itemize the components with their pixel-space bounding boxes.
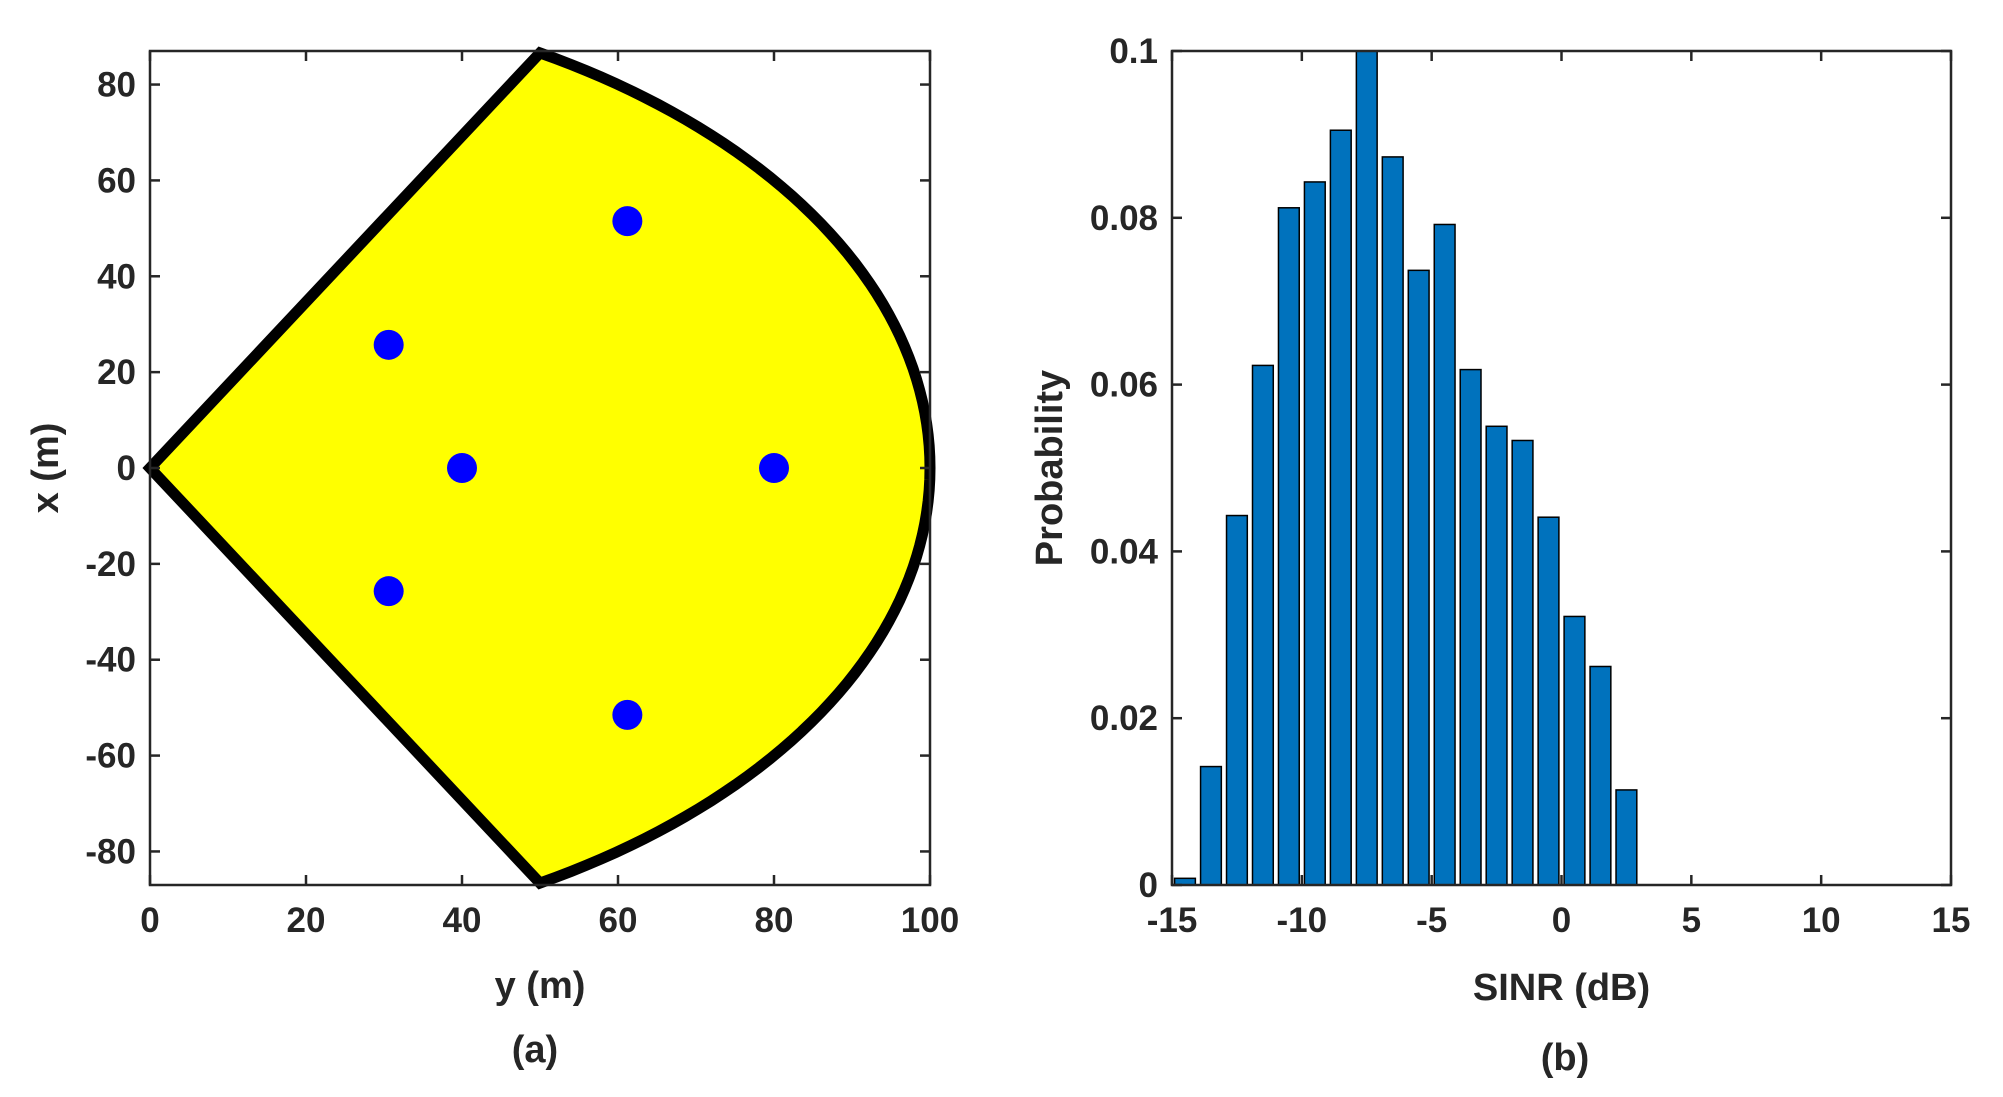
panel-b-x-axis-label: SINR (dB) bbox=[1473, 967, 1650, 1009]
histogram-bar-15 bbox=[1537, 516, 1560, 886]
histogram-bar-4 bbox=[1251, 364, 1275, 886]
y-tick-label: 80 bbox=[97, 66, 136, 105]
histogram-bar-5 bbox=[1277, 207, 1300, 886]
x-tick-label: 0 bbox=[140, 901, 159, 940]
histogram-bar-10 bbox=[1407, 269, 1430, 886]
user-point-2 bbox=[373, 329, 404, 360]
panel-a-ticks: 0 20 40 60 80 100 -80 -60 -40 -20 0 20 40 60 80 bbox=[85, 51, 959, 940]
user-point-6 bbox=[612, 699, 643, 730]
x-tick-label: -10 bbox=[1277, 901, 1328, 940]
x-tick-label: 40 bbox=[443, 901, 482, 940]
y-tick-label: -20 bbox=[85, 545, 136, 584]
panel-a-x-axis-label: y (m) bbox=[495, 965, 586, 1007]
x-tick-label: -5 bbox=[1416, 901, 1447, 940]
panel-a-caption: (a) bbox=[512, 1029, 558, 1071]
y-tick-label: 0.06 bbox=[1090, 366, 1158, 405]
histogram-bar-11 bbox=[1433, 223, 1456, 886]
x-tick-label: 100 bbox=[901, 901, 959, 940]
x-tick-label: 0 bbox=[1552, 901, 1571, 940]
panel-b-caption: (b) bbox=[1541, 1037, 1590, 1079]
y-tick-label: -80 bbox=[85, 832, 136, 871]
x-tick-label: 15 bbox=[1932, 901, 1971, 940]
y-tick-label: 60 bbox=[97, 161, 136, 200]
user-point-1 bbox=[612, 206, 643, 237]
y-tick-label: 0 bbox=[1139, 866, 1158, 905]
panel-a-y-axis-label: x (m) bbox=[25, 423, 67, 514]
histogram-bar-7 bbox=[1329, 129, 1352, 886]
x-tick-label: 5 bbox=[1682, 901, 1701, 940]
y-tick-label: 20 bbox=[97, 353, 136, 392]
panel-b-sinr-histogram: -15 -10 -5 0 5 10 15 0 0.02 0.04 0.06 0.08 0.1 SINR … bbox=[1029, 32, 1970, 1079]
panel-b-y-axis-label: Probability bbox=[1029, 370, 1071, 566]
histogram-bar-18 bbox=[1615, 789, 1638, 886]
y-tick-label: 0 bbox=[117, 449, 136, 488]
histogram-bar-14 bbox=[1511, 439, 1534, 886]
histogram-bar-6 bbox=[1303, 181, 1326, 886]
y-tick-label: 40 bbox=[97, 257, 136, 296]
x-tick-label: -15 bbox=[1147, 901, 1198, 940]
user-point-3 bbox=[447, 453, 477, 483]
histogram-bar-12 bbox=[1459, 368, 1482, 886]
histogram-bar-17 bbox=[1589, 665, 1612, 886]
user-point-4 bbox=[759, 453, 789, 483]
histogram-bar-2 bbox=[1199, 765, 1223, 886]
x-tick-label: 60 bbox=[599, 901, 638, 940]
histogram-bar-16 bbox=[1563, 615, 1586, 886]
y-tick-label: 0.08 bbox=[1090, 199, 1158, 238]
y-tick-label: 0.02 bbox=[1090, 699, 1158, 738]
y-tick-label: -40 bbox=[85, 641, 136, 680]
y-tick-label: 0.1 bbox=[1109, 32, 1158, 71]
y-tick-label: -60 bbox=[85, 737, 136, 776]
histogram-bar-8 bbox=[1355, 50, 1378, 886]
histogram-bar-13 bbox=[1485, 425, 1508, 886]
x-tick-label: 20 bbox=[287, 901, 326, 940]
x-tick-label: 10 bbox=[1802, 901, 1841, 940]
y-tick-label: 0.04 bbox=[1090, 532, 1159, 571]
user-points bbox=[373, 206, 789, 730]
histogram-bar-3 bbox=[1225, 514, 1249, 886]
histogram-bar-9 bbox=[1381, 156, 1404, 886]
user-point-5 bbox=[373, 576, 404, 607]
x-tick-label: 80 bbox=[755, 901, 794, 940]
histogram-bars bbox=[1173, 50, 1638, 886]
panel-b-ticks: -15 -10 -5 0 5 10 15 0 0.02 0.04 0.06 0.08 0.1 bbox=[1090, 32, 1971, 940]
